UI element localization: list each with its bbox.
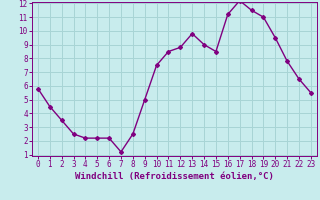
X-axis label: Windchill (Refroidissement éolien,°C): Windchill (Refroidissement éolien,°C) [75, 172, 274, 181]
